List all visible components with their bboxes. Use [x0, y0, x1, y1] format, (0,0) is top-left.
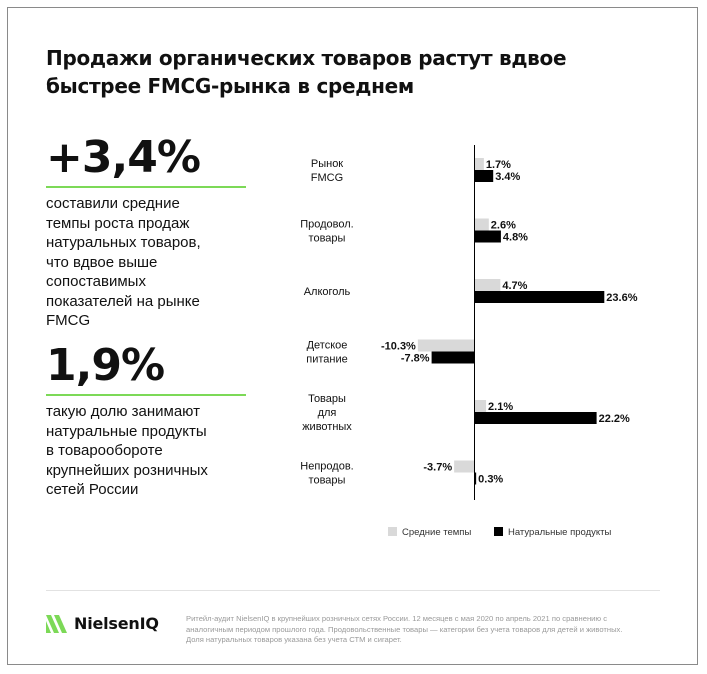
stat-share-line: натуральные продукты: [46, 422, 207, 440]
category-label: FMCG: [311, 172, 343, 184]
stat-growth-line: что вдвое выше: [46, 253, 158, 271]
stat-growth-line: сопоставимых: [46, 273, 146, 290]
bar-average-growth: [417, 339, 475, 352]
stat-share: 1,9% такую долю занимают натуральные про…: [46, 344, 246, 500]
bar-value-label: 0.3%: [478, 474, 503, 486]
category-label: питание: [306, 354, 347, 366]
category-label: Товары: [308, 393, 346, 405]
stat-share-value: 1,9%: [46, 340, 165, 391]
source-footnote: Ритейл-аудит NielsenIQ в крупнейших розн…: [186, 614, 666, 646]
stat-growth-line: составили средние: [46, 195, 180, 212]
bar-value-label: 23.6%: [606, 292, 637, 304]
legend-label: Средние темпы: [402, 527, 471, 538]
bar-natural-products: [474, 291, 605, 303]
category-label: Детское: [307, 340, 348, 352]
bar-value-label: 22.2%: [599, 413, 630, 425]
bar-natural-products: [474, 170, 494, 182]
stat-growth-line: темпы роста продаж: [46, 214, 190, 232]
bar-natural-products: [431, 351, 475, 364]
category-label: Рынок: [311, 158, 343, 170]
footnote-line: Ритейл-аудит NielsenIQ в крупнейших розн…: [186, 614, 608, 623]
stat-growth-line: натуральных товаров,: [46, 234, 201, 251]
nielseniq-logo-icon: [46, 614, 67, 633]
stat-share-description: такую долю занимают натуральные продукты…: [46, 402, 246, 500]
bar-natural-products: [474, 412, 597, 424]
bar-value-label: 4.7%: [502, 280, 527, 292]
category-label: Продовол.: [300, 219, 354, 231]
bar-value-label: -10.3%: [381, 341, 416, 353]
bar-average-growth: [474, 400, 487, 412]
footnote-line: аналогичным периодом прошлого года. Прод…: [186, 624, 623, 634]
stat-share-line: такую долю занимают: [46, 403, 200, 420]
bar-value-label: 3.4%: [495, 171, 520, 183]
stat-growth-line: FMCG: [46, 312, 91, 329]
bar-average-growth: [454, 460, 475, 473]
stat-share-divider: [46, 394, 246, 396]
category-label: животных: [302, 421, 352, 433]
category-label: товары: [309, 475, 346, 487]
bar-value-label: -7.8%: [401, 353, 430, 365]
bar-average-growth: [474, 279, 501, 291]
bar-value-label: -3.7%: [423, 462, 452, 474]
stat-growth: +3,4% составили средние темпы роста прод…: [46, 136, 246, 331]
bar-natural-products: [474, 230, 501, 243]
stat-growth-value: +3,4%: [46, 132, 201, 183]
bar-value-label: 4.8%: [503, 232, 528, 244]
legend-swatch: [494, 527, 503, 536]
category-label: товары: [309, 233, 346, 245]
category-label: для: [318, 407, 337, 419]
footer-divider: [46, 590, 660, 591]
stat-share-line: сетей России: [46, 481, 139, 498]
stat-share-line: крупнейших розничных: [46, 461, 208, 479]
title-line-2: быстрее FMCG-рынка в среднем: [46, 74, 414, 98]
page-title: Продажи органических товаров растут вдво…: [46, 44, 646, 100]
bar-value-label: 2.1%: [488, 401, 513, 413]
stat-growth-divider: [46, 186, 246, 188]
bar-natural-products: [474, 472, 477, 485]
stat-share-line: в товарообороте: [46, 442, 163, 459]
footnote-line: Доля натуральных товаров указана без уче…: [186, 635, 402, 644]
category-label: Алкоголь: [304, 286, 351, 298]
stat-growth-line: показателей на рынке: [46, 292, 200, 310]
brand-name: NielsenIQ: [74, 614, 159, 633]
legend-swatch: [388, 527, 397, 536]
bar-value-label: 1.7%: [486, 159, 511, 171]
bar-value-label: 2.6%: [491, 220, 516, 232]
bar-average-growth: [474, 158, 484, 170]
category-label: Непродов.: [300, 461, 353, 473]
bar-average-growth: [474, 218, 489, 231]
infographic-frame: [7, 7, 698, 665]
title-line-1: Продажи органических товаров растут вдво…: [46, 46, 567, 70]
brand-logo: NielsenIQ: [46, 614, 159, 633]
legend-label: Натуральные продукты: [508, 527, 612, 538]
stat-growth-description: составили средние темпы роста продаж нат…: [46, 194, 246, 331]
